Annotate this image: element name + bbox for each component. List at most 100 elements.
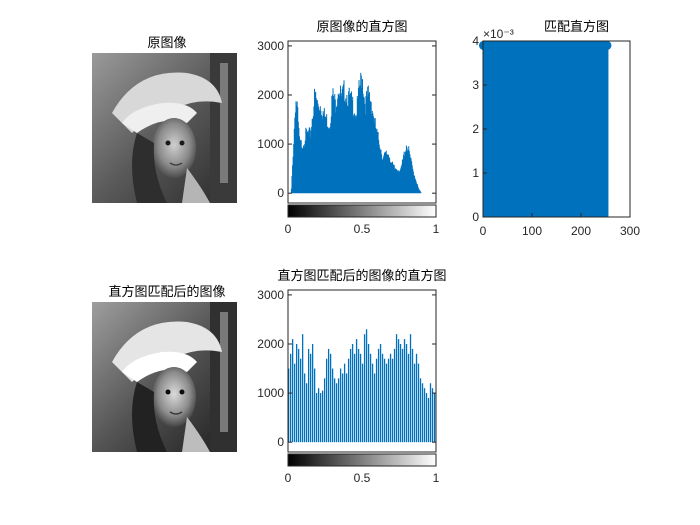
histogram-bar [323,108,325,194]
histogram-bar [314,92,316,194]
histogram-bar [318,109,320,194]
histogram-bar [468,378,469,442]
histogram-bar [326,114,328,194]
x-tick-label: 100 [522,224,542,238]
histogram-bar [412,168,414,194]
histogram-bar [299,358,302,443]
histogram-bar [391,162,393,194]
histogram-bar [302,148,304,194]
histogram-bar [308,130,310,194]
histogram-bar [400,168,402,194]
histogram-bar [371,114,373,194]
histogram-bar [395,168,397,194]
histogram-bar [353,113,355,194]
histogram-bar [341,93,343,194]
chart-title: 原图像的直方图 [316,19,407,35]
histogram-bar [381,154,383,194]
histogram-bar [307,348,310,443]
histogram-bar [334,94,336,194]
histogram-bar [305,129,307,194]
histogram-bar [366,91,368,194]
histogram-bar [337,93,339,194]
matched-image [91,301,238,453]
histogram-bar [300,140,302,194]
histogram-bar [387,154,389,194]
histogram-bar [393,164,395,194]
histogram-bar [377,132,379,194]
histogram-bar [411,348,414,443]
histogram-bar [371,363,374,443]
y-tick-label: 0 [277,435,284,449]
histogram-bar [315,98,317,194]
histogram-bar [397,339,400,443]
histogram-bar [374,117,376,194]
y-tick-label: 0 [472,210,479,224]
histogram-bar [327,126,329,194]
histogram-bar [323,113,325,194]
histogram-bar [372,116,374,194]
histogram-bar [320,115,322,194]
histogram-bar [369,100,371,194]
histogram-bar [336,105,338,194]
histogram-bar [337,378,340,443]
histogram-bar [385,363,388,443]
image-bottom-title: 直方图匹配后的图像 [108,284,225,300]
histogram-bar [330,123,332,194]
histogram-bar [353,116,355,194]
histogram-bar [362,93,364,194]
histogram-bar [419,191,421,194]
histogram-bar [403,154,405,194]
x-tick-label: 0.5 [354,222,371,236]
histogram-bar [365,95,367,194]
histogram-bar [416,184,418,194]
histogram-bar [291,176,293,194]
histogram-bar [362,79,363,194]
histogram-bar [304,140,306,194]
histogram-bar [301,334,304,443]
histogram-bar [314,88,316,194]
histogram-bar [352,114,354,194]
histogram-bar [321,390,324,443]
histogram-bar [319,106,321,194]
histogram-bar [413,175,415,194]
histogram-bar [405,344,408,443]
y-tick-label: 4 [472,34,479,48]
histogram-bar [442,378,443,442]
histogram-bar [367,85,369,194]
y-tick-label: 1000 [257,137,284,151]
histogram-bar [370,101,372,194]
histogram-bar [329,127,331,194]
y-tick-label: 3000 [257,288,284,302]
histogram-bar [349,95,351,194]
histogram-bar [298,136,300,194]
y-tick-label: 1000 [257,386,284,400]
histogram-bar [398,171,400,194]
histogram-bar [318,106,320,194]
histogram-bar [452,359,453,442]
histogram-bar [344,102,346,194]
histogram-bar [456,383,457,442]
histogram-bar [316,100,318,194]
histogram-bar [357,348,360,443]
histogram-bar [370,101,372,194]
histogram-bar [403,151,405,194]
histogram-bar [292,165,294,194]
histogram-bar [382,157,384,194]
histogram-bar [425,393,428,443]
histogram-bar [419,190,421,194]
histogram-bar [411,161,413,194]
histogram-bar [421,383,424,443]
x-tick-label: 0 [285,222,292,236]
y-tick-label: 3 [472,78,479,92]
histogram-bar [429,383,432,443]
histogram-bar [391,358,394,443]
histogram-bar [384,151,386,194]
histogram-bar [311,344,314,443]
histogram-bar [291,339,294,443]
histogram-bar [309,353,312,443]
histogram-bar [355,117,357,194]
histogram-bar [381,353,384,443]
histogram-bar [300,140,302,194]
histogram-bar [414,178,416,194]
histogram-bar [357,98,359,194]
